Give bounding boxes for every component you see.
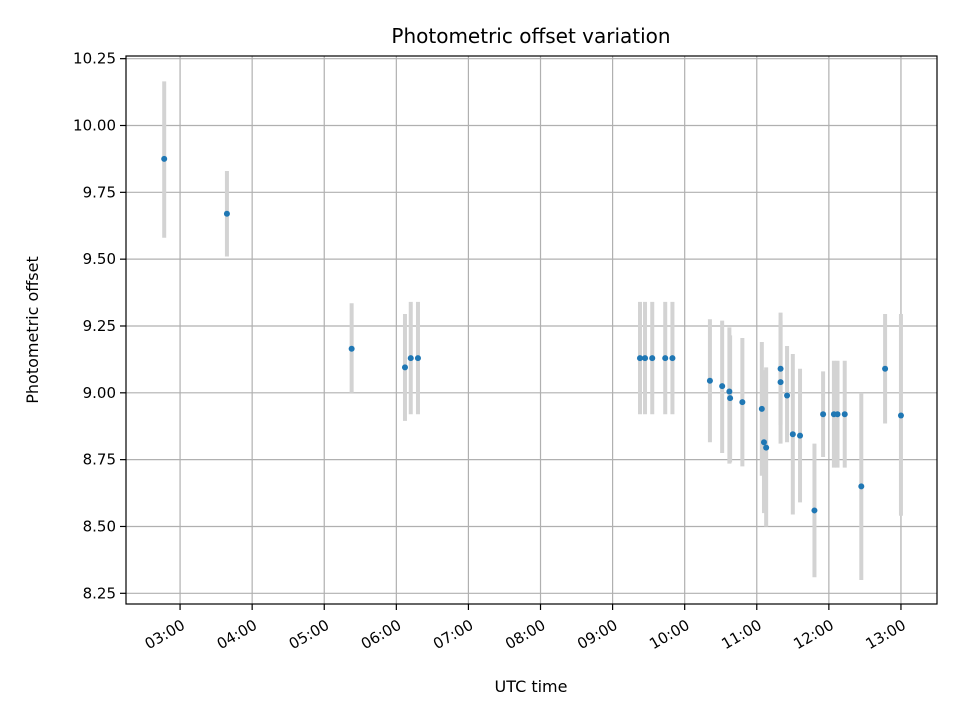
- data-point: [348, 345, 355, 352]
- data-point: [858, 483, 865, 490]
- data-point: [758, 405, 765, 412]
- data-point: [636, 355, 643, 362]
- data-point: [797, 432, 804, 439]
- data-point: [401, 364, 408, 371]
- y-tick-label: 9.00: [83, 384, 116, 402]
- y-tick-label: 8.75: [83, 451, 116, 469]
- data-point: [407, 355, 414, 362]
- data-point: [841, 411, 848, 418]
- data-point: [784, 392, 791, 399]
- y-tick-label: 10.25: [73, 50, 116, 68]
- x-axis-label: UTC time: [495, 677, 568, 696]
- data-point: [897, 412, 904, 419]
- data-point: [777, 365, 784, 372]
- y-axis-label: Photometric offset: [23, 256, 42, 404]
- data-point: [706, 377, 713, 384]
- data-point: [777, 379, 784, 386]
- data-point: [739, 399, 746, 406]
- data-point: [834, 411, 841, 418]
- y-tick-label: 8.25: [83, 584, 116, 602]
- y-tick-label: 10.00: [73, 117, 116, 135]
- data-point: [820, 411, 827, 418]
- data-point: [789, 431, 796, 438]
- data-point: [727, 395, 734, 402]
- y-tick-label: 9.25: [83, 317, 116, 335]
- y-tick-label: 8.50: [83, 517, 116, 535]
- y-axis: 8.25 8.50 8.75 9.00 9.25 9.50 9.75 10.00 10.25: [73, 50, 126, 602]
- data-point: [662, 355, 669, 362]
- y-tick-label: 9.75: [83, 183, 116, 201]
- data-point: [414, 355, 421, 362]
- data-point: [161, 155, 168, 162]
- data-point: [669, 355, 676, 362]
- data-point: [726, 388, 733, 395]
- data-point: [811, 507, 818, 514]
- data-point: [223, 210, 230, 217]
- chart-title: Photometric offset variation: [391, 24, 670, 48]
- data-points: [161, 155, 904, 514]
- data-point: [719, 383, 726, 390]
- data-point: [882, 365, 889, 372]
- data-point: [642, 355, 649, 362]
- plot-frame: [125, 55, 938, 605]
- data-point: [760, 439, 767, 446]
- data-point: [649, 355, 656, 362]
- data-point: [763, 444, 770, 451]
- y-tick-label: 9.50: [83, 250, 116, 268]
